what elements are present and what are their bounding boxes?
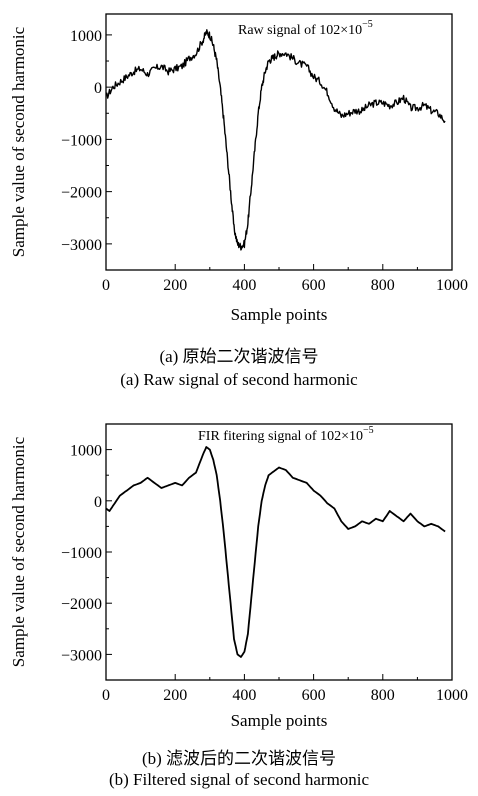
x-tick-label: 400 — [232, 687, 256, 704]
y-tick-label: −1000 — [61, 132, 102, 149]
x-axis-label: Sample points — [231, 305, 328, 324]
series-line — [105, 446, 446, 658]
annotation-exponent: −5 — [362, 19, 373, 30]
y-axis-label: Sample value of second harmonic — [9, 26, 28, 257]
annotation: FIR fitering signal of 102×10−5 — [198, 425, 374, 444]
x-tick-label: 200 — [163, 277, 187, 294]
series-line — [105, 29, 446, 251]
x-tick-label: 800 — [371, 687, 395, 704]
caption-zh: (b) 滤波后的二次谐波信号 — [141, 749, 337, 768]
annotation-text: FIR fitering signal of 102×10 — [198, 429, 363, 444]
annotation: Raw signal of 102×10−5 — [238, 19, 373, 38]
y-tick-label: 0 — [94, 494, 102, 511]
plot-frame — [105, 423, 453, 681]
annotation-exponent: −5 — [363, 425, 374, 436]
caption-zh: (a) 原始二次谐波信号 — [159, 347, 319, 366]
x-tick-label: 600 — [302, 687, 326, 704]
x-axis-label: Sample points — [231, 711, 328, 730]
chart-b: 0 200 400 600 800 1000 1000 0 −1000 −2000 −3000 FI… — [9, 423, 468, 730]
y-tick-label: −2000 — [61, 596, 102, 613]
x-tick-label: 0 — [102, 277, 110, 294]
y-tick-label: 1000 — [70, 28, 102, 45]
y-tick-label: 1000 — [70, 443, 102, 460]
chart-panel-b: 0 200 400 600 800 1000 1000 0 −1000 −2000 −3000 FI… — [0, 404, 478, 796]
x-tick-label: 0 — [102, 687, 110, 704]
chart-a: 0 200 400 600 800 1000 1000 0 −1000 −2000 −3000 Ra… — [9, 13, 468, 324]
x-tick-label: 200 — [163, 687, 187, 704]
plot-frame — [105, 13, 453, 271]
x-tick-label: 600 — [302, 277, 326, 294]
caption-en: (b) Filtered signal of second harmonic — [108, 770, 370, 789]
y-axis-label: Sample value of second harmonic — [9, 436, 28, 667]
y-tick-label: −3000 — [61, 647, 102, 664]
y-tick-label: 0 — [94, 80, 102, 97]
y-tick-label: −3000 — [61, 237, 102, 254]
y-tick-label: −2000 — [61, 185, 102, 202]
chart-panel-a: 0 200 400 600 800 1000 1000 0 −1000 −2000 −3000 Ra… — [9, 13, 468, 389]
y-tick-label: −1000 — [61, 545, 102, 562]
x-tick-label: 1000 — [436, 277, 468, 294]
annotation-text: Raw signal of 102×10 — [238, 23, 362, 38]
x-tick-label: 800 — [371, 277, 395, 294]
caption-en: (a) Raw signal of second harmonic — [120, 370, 358, 389]
x-tick-label: 400 — [232, 277, 256, 294]
x-tick-label: 1000 — [436, 687, 468, 704]
